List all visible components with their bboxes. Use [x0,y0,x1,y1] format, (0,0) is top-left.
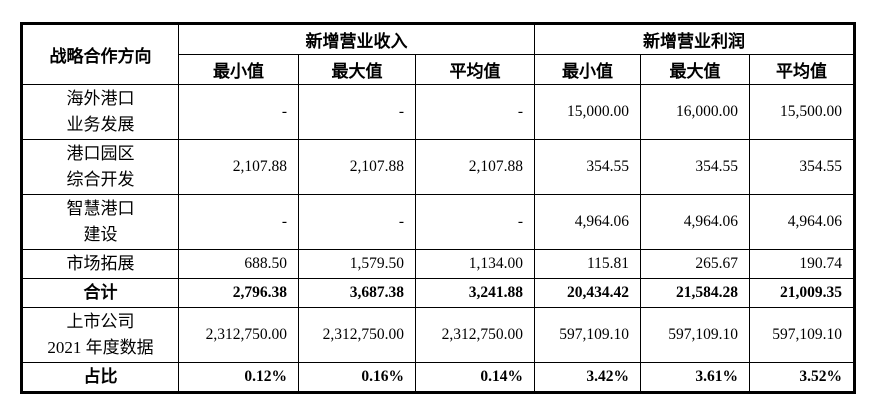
subheader-profit-avg: 平均值 [749,54,856,85]
table-cell: 21,009.35 [749,278,856,308]
table-cell: 265.67 [640,249,751,279]
row-label-line: 海外港口 [66,89,135,108]
group-header-new-profit: 新增营业利润 [534,23,856,55]
table-cell: 3,241.88 [414,278,536,308]
table-cell: 3.42% [534,362,642,393]
subheader-revenue-max: 最大值 [298,54,416,85]
table-cell: 3,687.38 [298,278,416,308]
corner-header-strategic-direction: 战略合作方向 [21,23,179,85]
group-header-new-revenue: 新增营业收入 [177,23,536,55]
subheader-profit-max: 最大值 [640,54,751,85]
table-cell: 1,134.00 [414,249,536,279]
table-cell: 16,000.00 [640,84,751,140]
row-label-line: 综合开发 [66,170,135,189]
row-label-proportion: 占比 [21,362,179,393]
table-cell: 0.16% [298,362,416,393]
table-cell: 597,109.10 [534,307,642,363]
table-cell: 597,109.10 [640,307,751,363]
table-cell: - [178,194,299,250]
row-label-line: 港口园区 [66,144,135,163]
table-cell: 688.50 [178,249,299,279]
table-cell: 2,312,750.00 [414,307,536,363]
table-cell: 354.55 [640,139,751,195]
table-row-market-expansion: 市场拓展 688.50 1,579.50 1,134.00 115.81 265… [21,249,856,279]
table-cell: - [414,194,536,250]
table-cell: - [298,194,416,250]
table-cell: 2,107.88 [178,139,299,195]
table-cell: 115.81 [534,249,642,279]
table-row-overseas-ports: 海外港口 业务发展 - - - 15,000.00 16,000.00 15,5… [21,84,856,140]
table-row-port-park: 港口园区 综合开发 2,107.88 2,107.88 2,107.88 354… [21,139,856,195]
table-row-proportion: 占比 0.12% 0.16% 0.14% 3.42% 3.61% 3.52% [21,362,856,393]
row-label-line: 合计 [83,283,118,302]
table-row-smart-port: 智慧港口 建设 - - - 4,964.06 4,964.06 4,964.06 [21,194,856,250]
row-label: 上市公司 2021 年度数据 [21,307,179,363]
table-cell: 2,796.38 [178,278,299,308]
row-label-line: 建设 [83,225,118,244]
table-cell: - [178,84,299,140]
table-cell: 354.55 [534,139,642,195]
table-cell: 21,584.28 [640,278,751,308]
row-label: 智慧港口 建设 [21,194,179,250]
table-cell: 190.74 [749,249,856,279]
table-cell: 4,964.06 [749,194,856,250]
row-label-line: 2021 年度数据 [47,338,154,357]
header-group-row: 战略合作方向 新增营业收入 新增营业利润 [21,23,856,85]
subheader-revenue-min: 最小值 [178,54,299,85]
row-label: 港口园区 综合开发 [21,139,179,195]
table-cell: 354.55 [749,139,856,195]
table-cell: 15,000.00 [534,84,642,140]
table-cell: 15,500.00 [749,84,856,140]
table-cell: 2,107.88 [414,139,536,195]
subheader-revenue-avg: 平均值 [414,54,536,85]
subheader-profit-min: 最小值 [534,54,642,85]
table-cell: 3.52% [749,362,856,393]
row-label-total: 合计 [21,278,179,308]
strategic-cooperation-financials-table: 战略合作方向 新增营业收入 新增营业利润 最小值 最大值 平均值 最小值 最大值… [20,22,857,394]
table-row-listed-company-2021: 上市公司 2021 年度数据 2,312,750.00 2,312,750.00… [21,307,856,363]
table-cell: - [298,84,416,140]
table-cell: 2,312,750.00 [298,307,416,363]
table-row-total: 合计 2,796.38 3,687.38 3,241.88 20,434.42 … [21,278,856,308]
table-cell: 3.61% [640,362,751,393]
table-cell: 20,434.42 [534,278,642,308]
table-cell: 0.12% [178,362,299,393]
table-cell: - [414,84,536,140]
table-cell: 2,312,750.00 [178,307,299,363]
row-label-line: 市场拓展 [66,254,135,273]
row-label-line: 占比 [83,367,118,386]
table-cell: 597,109.10 [749,307,856,363]
table-cell: 2,107.88 [298,139,416,195]
table-cell: 0.14% [414,362,536,393]
row-label-line: 业务发展 [66,115,135,134]
row-label-line: 智慧港口 [66,199,135,218]
table-cell: 4,964.06 [640,194,751,250]
header-sub-row: 最小值 最大值 平均值 最小值 最大值 平均值 [22,54,856,85]
row-label: 市场拓展 [21,249,179,279]
table-cell: 1,579.50 [298,249,416,279]
row-label-line: 上市公司 [66,312,135,331]
table-cell: 4,964.06 [534,194,642,250]
row-label: 海外港口 业务发展 [21,84,179,140]
